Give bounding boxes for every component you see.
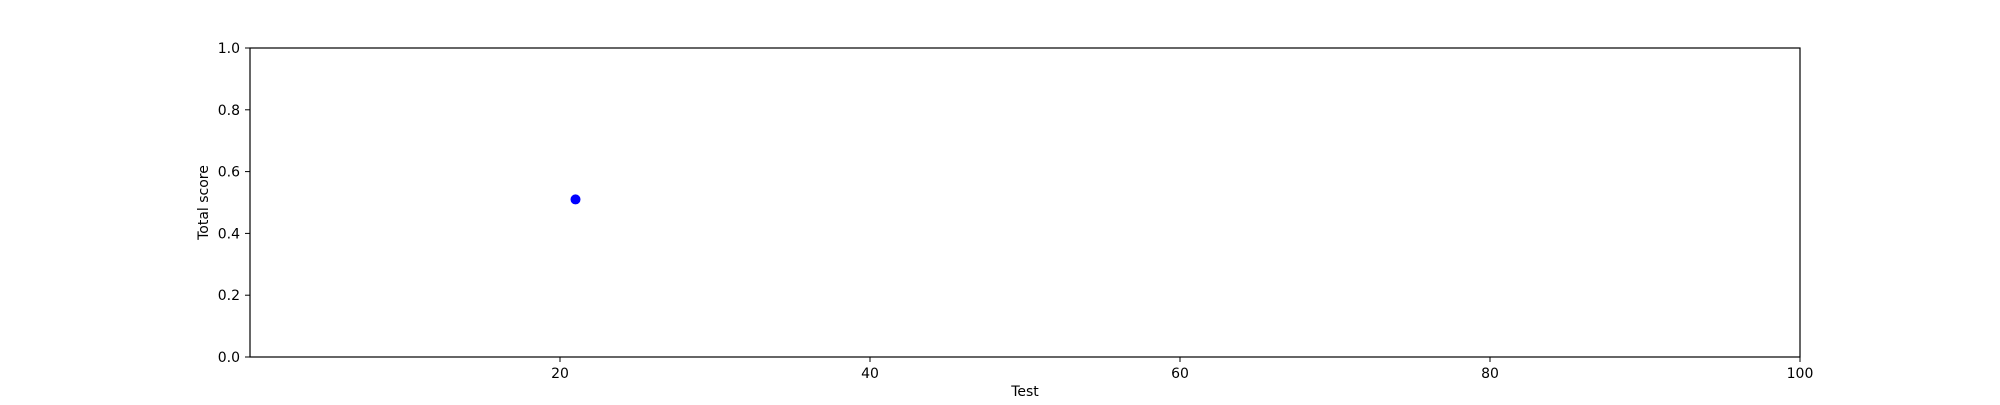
y-tick-label: 1.0 <box>218 41 240 57</box>
plot-layer <box>249 47 1801 358</box>
y-tick-label: 0.6 <box>218 165 240 181</box>
x-tick-label: 80 <box>1481 366 1499 382</box>
x-axis-label: Test <box>1010 384 1039 400</box>
x-tick-label: 40 <box>861 366 879 382</box>
y-tick-label: 0.2 <box>218 288 240 304</box>
y-tick-label: 0.4 <box>218 226 240 242</box>
data-points <box>570 194 581 205</box>
plot-frame <box>249 47 1801 358</box>
y-axis-ticks: 0.0 0.2 0.4 0.6 0.8 1.0 <box>218 41 250 366</box>
x-tick-label: 100 <box>1787 366 1814 382</box>
y-tick-label: 0.0 <box>218 350 240 366</box>
data-point <box>570 194 581 205</box>
y-tick-label: 0.8 <box>218 103 240 119</box>
x-axis-ticks: 20 40 60 80 100 <box>551 357 1813 382</box>
y-axis-label: Total score <box>196 165 212 241</box>
x-tick-label: 60 <box>1171 366 1189 382</box>
x-tick-label: 20 <box>551 366 569 382</box>
